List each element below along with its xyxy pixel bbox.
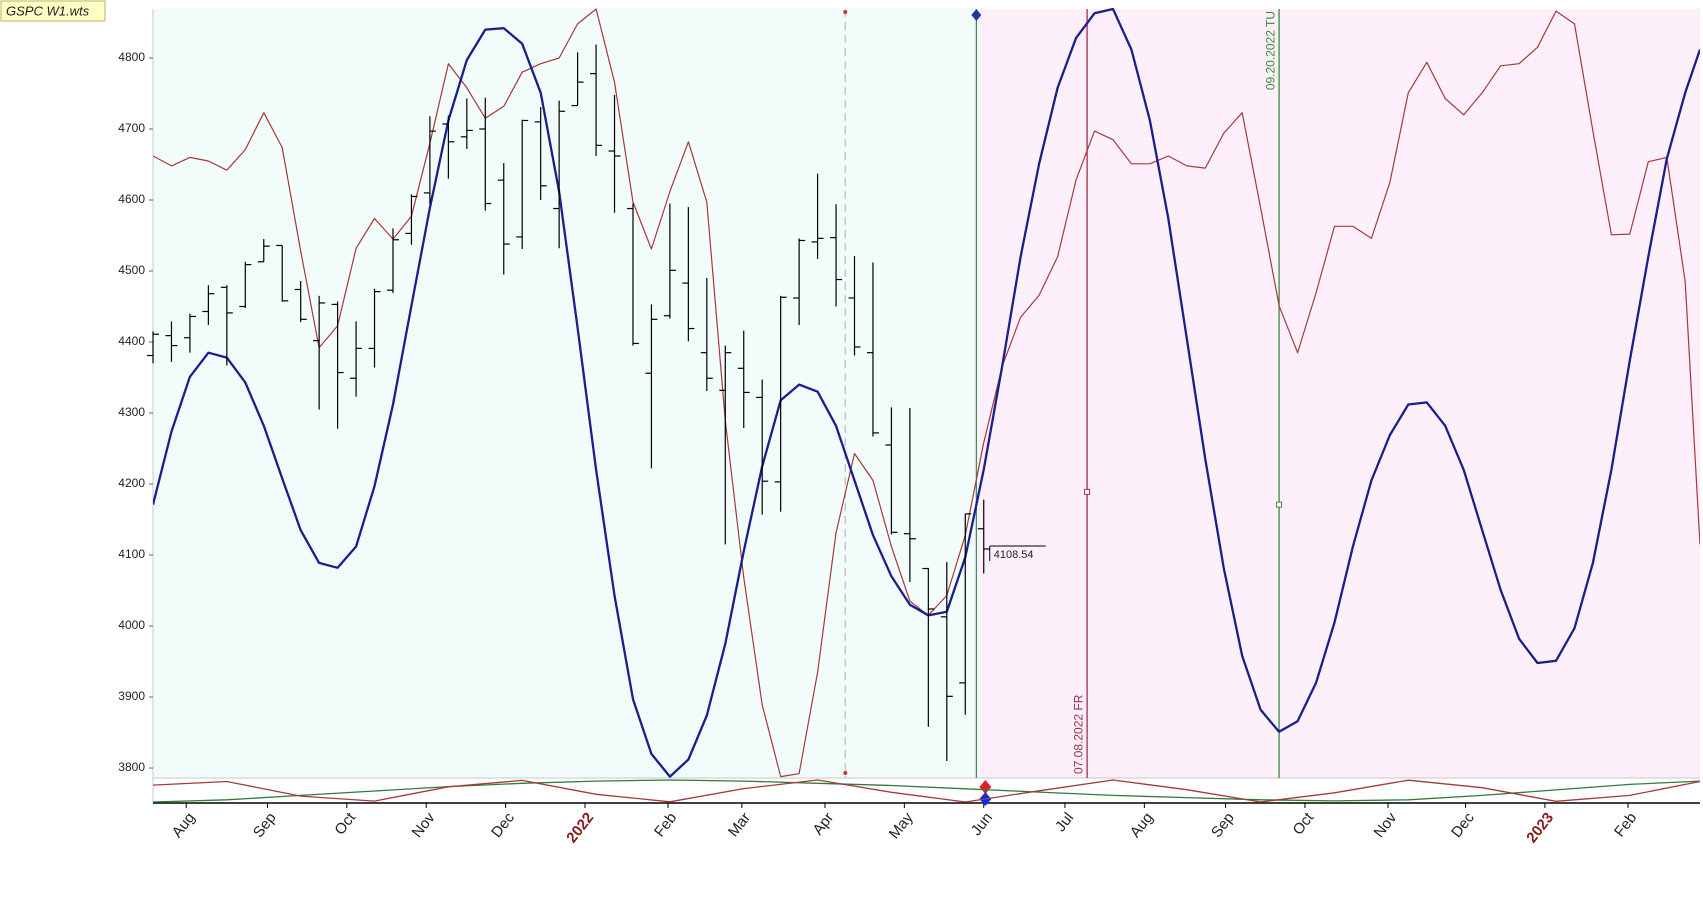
date-marker-point	[1276, 501, 1283, 508]
chart-title: GSPC W1.wts	[6, 3, 90, 18]
y-tick-label: 4100	[118, 547, 145, 561]
x-tick-label: Dec	[488, 809, 518, 841]
x-tick-label: 2022	[563, 809, 597, 846]
line-end-dot	[843, 10, 848, 14]
plot-layer: 3800 3900 4000 4100 4200 4300 4400 4500 4600 4700…	[118, 7, 1701, 846]
region	[153, 9, 977, 778]
cursor-diamond	[971, 9, 982, 21]
cycle-line	[152, 779, 1701, 803]
x-tick-label: Feb	[1611, 809, 1640, 840]
cycle-line	[152, 779, 1701, 803]
title-box	[0, 0, 106, 22]
x-tick-label: Apr	[809, 809, 837, 838]
date-marker-point	[1084, 488, 1091, 495]
x-tick-label: Oct	[331, 809, 359, 839]
y-tick-label: 4000	[118, 618, 145, 632]
x-tick-label: Aug	[1127, 809, 1157, 841]
y-tick-label: 4200	[118, 476, 145, 490]
y-tick-label: 3900	[118, 689, 145, 703]
y-tick-label: 4600	[118, 192, 145, 206]
x-tick-label: Dec	[1448, 809, 1478, 841]
x-tick-label: Sep	[250, 809, 280, 841]
x-tick-label: Mar	[725, 809, 754, 840]
x-tick-label: Feb	[651, 809, 680, 840]
x-tick-label: Nov	[1370, 809, 1400, 841]
x-tick-label: Jun	[968, 809, 996, 839]
x-tick-label: Sep	[1208, 809, 1238, 841]
x-tick-label: 2023	[1523, 809, 1557, 846]
y-tick-label: 4300	[118, 405, 145, 419]
y-tick-label: 3800	[118, 760, 145, 774]
x-tick-label: Aug	[169, 809, 199, 841]
y-tick-label: 4800	[118, 50, 145, 64]
y-tick-label: 4700	[118, 121, 145, 135]
x-tick-label: May	[886, 809, 917, 842]
last-price-label: 4108.54	[994, 549, 1034, 561]
y-tick-label: 4500	[118, 263, 145, 277]
region	[976, 9, 1700, 778]
date-marker-label: 09.20.2022 TU	[1263, 11, 1277, 90]
y-tick-label: 4400	[118, 334, 145, 348]
x-tick-label: Jul	[1052, 809, 1077, 835]
cursor-diamond	[979, 780, 992, 794]
line-end-dot	[843, 771, 848, 775]
date-marker-label: 07.08.2022 FR	[1071, 694, 1085, 774]
x-tick-label: Nov	[409, 809, 439, 841]
x-tick-label: Oct	[1289, 809, 1317, 839]
